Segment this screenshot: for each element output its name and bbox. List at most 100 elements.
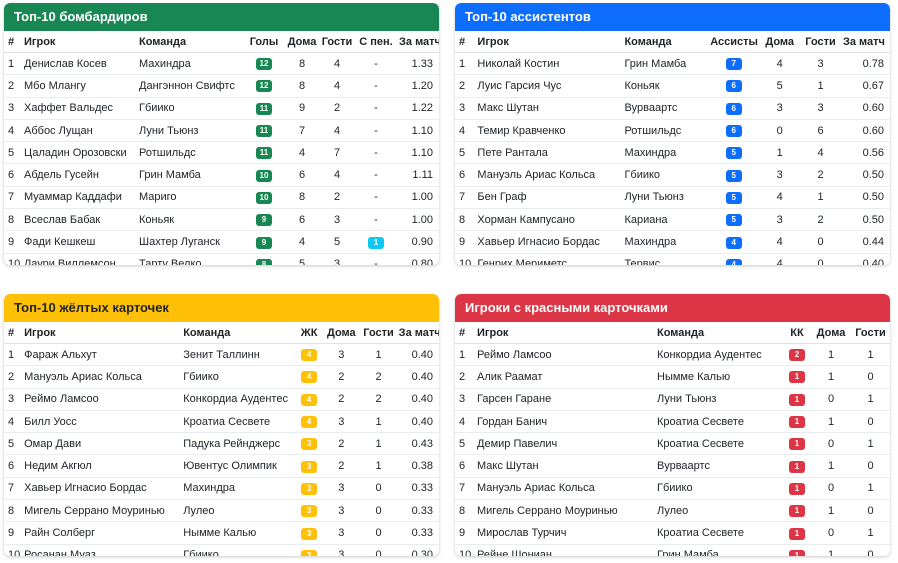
yellow-cell-6: 0.40 [396, 365, 439, 389]
red-cell-2: Лулео [655, 499, 783, 523]
assists-cell-5: 1 [800, 186, 841, 210]
scorers-cell-3: 12 [243, 52, 285, 76]
yellow-cell-1: Хавьер Игнасио Бордас [22, 477, 182, 501]
red-cell-5: 0 [851, 454, 890, 478]
scorers-cell-7: 1.20 [397, 74, 439, 98]
scorers-cell-3: 11 [243, 119, 285, 143]
red-cell-1: Демир Павелич [475, 432, 655, 456]
red-cell-2: Вурваартс [655, 454, 783, 478]
scorers-cell-6: - [355, 208, 397, 232]
yellow-count-badge: 3 [301, 438, 318, 451]
yellow-cell-4: 3 [322, 477, 361, 501]
yellow-table-row: 1 Фараж Альхут Зенит Таллинн 4 3 1 0.40 [4, 343, 439, 367]
red-cards-table: # Игрок Команда КК Дома Гости 1 Реймо Ламсоо Ко… [455, 322, 890, 556]
scorers-cell-6: - [355, 97, 397, 120]
red-table-row: 5 Демир Павелич Кроатиа Сесвете 1 0 1 [455, 432, 890, 456]
scorers-cell-2: Махиндра [137, 52, 243, 76]
assists-cell-5: 6 [800, 119, 841, 143]
yellow-cell-1: Мигель Серрано Моуринью [22, 499, 182, 523]
assists-cell-3: 5 [708, 163, 760, 187]
scorers-cell-1: Аббос Лущан [22, 119, 137, 143]
assists-cell-1: Луис Гарсия Чус [475, 74, 623, 98]
red-count-badge: 1 [789, 505, 805, 518]
scorers-cell-3: 11 [243, 141, 285, 165]
scorers-cell-0: 7 [4, 186, 22, 210]
assists-count-badge: 5 [725, 214, 742, 227]
yellow-table-row: 6 Недим Акгюл Ювентус Олимпик 3 2 1 0.38 [4, 454, 439, 478]
yellow-cell-0: 7 [4, 477, 23, 501]
assists-cell-0: 5 [455, 141, 476, 165]
scorers-cell-0: 5 [4, 141, 22, 165]
scorers-cell-1: Всеслав Бабак [22, 208, 137, 232]
assists-cell-2: Луни Тьюнз [622, 186, 709, 210]
red-cell-3: 1 [783, 499, 811, 523]
yellow-cell-6: 0.33 [396, 477, 439, 501]
yellow-cell-0: 4 [4, 410, 23, 434]
assists-cell-2: Вурваартс [622, 97, 709, 120]
assists-cell-4: 4 [759, 186, 801, 210]
assists-table-row: 5 Пете Рантала Махиндра 5 1 4 0.56 [455, 141, 890, 165]
yellow-cell-5: 0 [375, 549, 382, 556]
yellow-cell-1: Фараж Альхут [22, 343, 182, 367]
scorers-count-badge: 11 [256, 125, 272, 138]
scorers-cell-3: 11 [243, 97, 285, 120]
assists-cell-6: 0.60 [840, 97, 890, 120]
scorers-table-row: 10 Лаури Виллемсон Тарту Велко 8 5 3 - 0.80 [4, 253, 439, 265]
red-cell-5: 0 [851, 365, 890, 389]
red-cell-0: 10 [459, 549, 472, 556]
assists-cell-4: 1 [759, 141, 801, 165]
red-cell-0: 6 [455, 454, 475, 478]
scorers-cell-7: 1.22 [397, 97, 439, 120]
red-cell-3: 1 [783, 521, 811, 545]
yellow-cell-5: 1 [360, 432, 397, 456]
yellow-cell-6: 0.30 [411, 549, 433, 556]
yellow-cell-4: 2 [322, 365, 361, 389]
yellow-cell-0: 2 [4, 365, 23, 389]
assists-cell-5: 0 [817, 258, 824, 265]
scorers-cell-7: 1.00 [397, 186, 439, 210]
red-cell-1: Макс Шутан [475, 454, 655, 478]
red-header-2: Команда [655, 322, 783, 344]
scorers-cell-5: 2 [319, 97, 355, 120]
yellow-table-row: 9 Райн Солберг Нымме Калью 3 3 0 0.33 [4, 521, 439, 545]
assists-table-row: 4 Темир Кравченко Ротшильдс 6 0 6 0.60 [455, 119, 890, 143]
red-cell-1: Алик Раамат [475, 365, 655, 389]
red-cell-2: Конкордиа Аудентес [655, 343, 783, 367]
assists-cell-2: Коньяк [622, 74, 709, 98]
assists-table-row: 1 Николай Костин Грин Мамба 7 4 3 0.78 [455, 52, 890, 76]
scorers-table-row: 6 Абдель Гусейн Грин Мамба 10 6 4-1.11 [4, 163, 439, 187]
scorers-cell-5: 3 [333, 258, 341, 265]
red-cell-3: 1 [783, 388, 811, 411]
red-cell-5: 1 [851, 388, 890, 411]
red-table-row: 8 Мигель Серрано Моуринью Лулео 1 1 0 [455, 499, 890, 523]
scorers-header-0: # [4, 31, 22, 53]
assists-cell-4: 3 [759, 208, 801, 232]
red-cell-1: Реймо Ламсоо [475, 343, 655, 367]
scorers-cell-1: Цаладин Орозовски [22, 141, 137, 165]
yellow-cell-1: Недим Акгюл [22, 454, 182, 478]
assists-cell-0: 2 [455, 74, 476, 98]
yellow-count-badge: 3 [301, 527, 318, 540]
yellow-cell-5: 0 [360, 477, 397, 501]
assists-cell-5: 3 [800, 97, 841, 120]
yellow-cell-6: 0.40 [396, 343, 439, 367]
yellow-cell-3: 4 [296, 365, 323, 389]
red-cards-panel: Игроки с красными карточками # Игрок Коман… [455, 294, 890, 556]
red-count-badge: 1 [789, 460, 805, 473]
red-cards-title: Игроки с красными карточками [455, 294, 890, 322]
yellow-cell-0: 9 [4, 521, 23, 545]
yellow-cell-4: 3 [322, 499, 361, 523]
top-scorers-title: Топ-10 бомбардиров [4, 3, 439, 31]
red-cell-5: 1 [851, 432, 890, 456]
assists-count-badge: 6 [725, 125, 742, 138]
top-assists-title: Топ-10 ассистентов [455, 3, 890, 31]
assists-cell-2: Гбиико [622, 163, 709, 187]
yellow-cell-3: 4 [296, 343, 323, 367]
red-count-badge: 1 [789, 438, 805, 451]
red-cell-5: 0 [851, 499, 890, 523]
red-cell-1: Гарсен Гаране [475, 388, 655, 411]
scorers-count-badge: 12 [256, 58, 272, 71]
yellow-table-row: 3 Реймо Ламсоо Конкордиа Аудентес 4 2 2 0.40 [4, 388, 439, 411]
yellow-cell-6: 0.38 [396, 454, 439, 478]
yellow-table-row: 8 Мигель Серрано Моуринью Лулео 3 3 0 0.33 [4, 499, 439, 523]
